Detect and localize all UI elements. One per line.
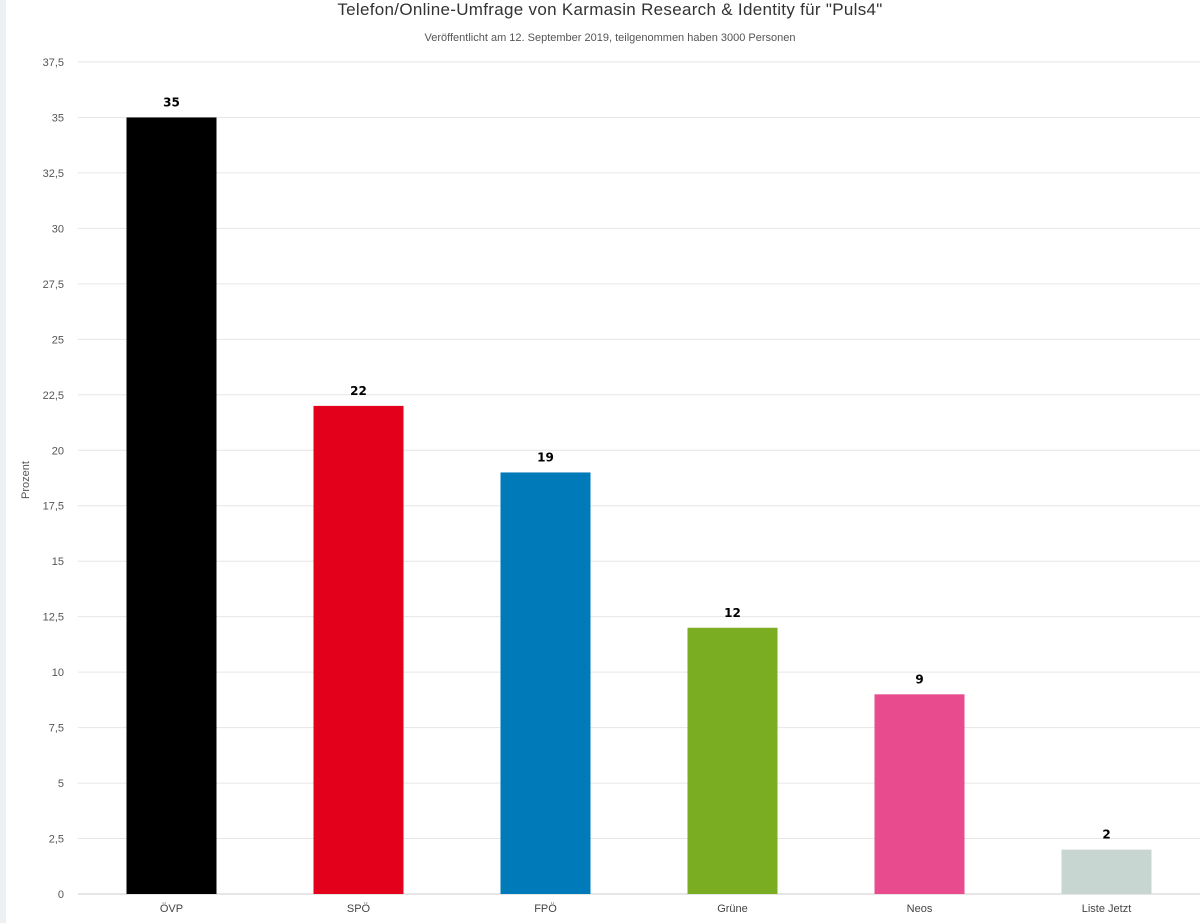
bar-liste-jetzt: [1061, 849, 1152, 894]
y-axis-ticks: 0 2,5 5 7,5 10 12,5 15 17,5 20 22,5 25 27,5 30 32,5 35…: [43, 57, 64, 901]
data-label: 2: [1102, 828, 1110, 842]
x-category-label: Grüne: [717, 903, 748, 915]
bar-övp: [126, 117, 217, 894]
data-label: 9: [915, 672, 923, 686]
y-tick-label: 30: [52, 223, 64, 235]
y-tick-label: 15: [52, 556, 64, 568]
data-label: 12: [724, 606, 741, 620]
bars: [126, 117, 1152, 894]
chart-title: Telefon/Online-Umfrage von Karmasin Rese…: [337, 0, 883, 19]
bar-neos: [874, 694, 965, 894]
data-label: 19: [537, 450, 554, 464]
y-tick-label: 22,5: [43, 390, 64, 402]
y-tick-label: 5: [58, 778, 64, 790]
x-category-label: Liste Jetzt: [1082, 903, 1132, 915]
chart-subtitle: Veröffentlicht am 12. September 2019, te…: [424, 32, 796, 44]
y-tick-label: 10: [52, 667, 64, 679]
y-tick-label: 2,5: [49, 834, 64, 846]
y-tick-label: 20: [52, 445, 64, 457]
data-label: 22: [350, 384, 367, 398]
y-tick-label: 17,5: [43, 501, 64, 513]
x-axis-categories: ÖVP SPÖ FPÖ Grüne Neos Liste Jetzt: [160, 903, 1131, 915]
y-axis-title: Prozent: [20, 461, 32, 499]
y-tick-label: 37,5: [43, 57, 64, 69]
y-tick-label: 0: [58, 889, 64, 901]
bar-fpö: [500, 472, 591, 894]
y-tick-label: 7,5: [49, 723, 64, 735]
y-tick-label: 35: [52, 112, 64, 124]
y-tick-label: 27,5: [43, 279, 64, 291]
x-category-label: ÖVP: [160, 903, 183, 915]
y-tick-label: 25: [52, 334, 64, 346]
data-labels: 35 22 19 12 9 2: [163, 95, 1111, 841]
window-edge: [0, 0, 6, 923]
y-tick-label: 32,5: [43, 168, 64, 180]
x-category-label: SPÖ: [347, 903, 371, 915]
bar-spö: [313, 405, 404, 894]
x-category-label: FPÖ: [534, 903, 557, 915]
x-category-label: Neos: [907, 903, 933, 915]
y-tick-label: 12,5: [43, 612, 64, 624]
bar-grüne: [687, 627, 778, 894]
gridlines: [78, 61, 1200, 895]
data-label: 35: [163, 95, 180, 109]
